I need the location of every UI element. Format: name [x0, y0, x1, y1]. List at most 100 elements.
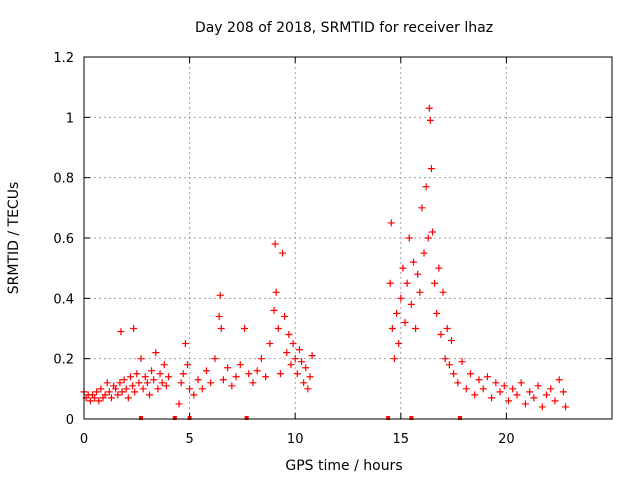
data-point: [425, 104, 433, 112]
data-point: [559, 388, 567, 396]
data-point: [401, 318, 409, 326]
x-tick-label: 15: [393, 432, 410, 447]
data-point: [291, 355, 299, 363]
data-point: [105, 388, 113, 396]
data-point: [431, 279, 439, 287]
data-point: [217, 325, 225, 332]
data-point: [162, 382, 170, 390]
data-point: [122, 385, 130, 393]
x-axis-label: GPS time / hours: [285, 458, 402, 474]
data-point: [543, 391, 551, 399]
data-point: [426, 116, 434, 124]
data-point: [97, 385, 105, 393]
data-point: [530, 394, 538, 402]
data-point: [422, 183, 430, 191]
data-point: [443, 325, 451, 332]
data-point: [266, 340, 274, 348]
data-point: [439, 288, 447, 296]
data-point: [186, 385, 194, 393]
data-point: [454, 379, 462, 387]
data-point: [555, 376, 563, 384]
data-point: [133, 370, 141, 378]
axis-ticks: 0 5 10 15 20 0 0.2 0.4 0.6 0.8 1 1.2: [53, 51, 612, 447]
data-point: [130, 325, 138, 332]
data-point: [145, 391, 153, 399]
data-point: [253, 367, 261, 375]
data-point: [160, 361, 168, 369]
x-tick-label: 10: [287, 432, 304, 447]
data-point: [179, 370, 187, 378]
data-point: [272, 288, 280, 296]
data-point: [202, 367, 210, 375]
data-point: [95, 397, 103, 405]
data-point: [386, 279, 394, 287]
data-point: [181, 340, 189, 348]
data-point: [418, 204, 426, 212]
data-point: [262, 373, 270, 381]
data-point: [409, 258, 417, 266]
data-point: [304, 385, 312, 393]
data-point: [445, 361, 453, 369]
data-point: [101, 391, 109, 399]
data-point: [399, 264, 407, 272]
data-point: [433, 309, 441, 317]
data-point: [207, 379, 215, 387]
data-point: [270, 306, 278, 314]
data-point: [390, 355, 398, 363]
data-point: [387, 219, 395, 227]
data-point: [298, 358, 306, 366]
data-point: [198, 385, 206, 393]
data-point: [112, 385, 120, 393]
x-tick-label: 20: [498, 432, 515, 447]
y-tick-label: 0.4: [53, 292, 74, 307]
data-point: [300, 379, 308, 387]
data-point: [517, 379, 525, 387]
data-point: [441, 355, 449, 363]
data-point: [93, 388, 101, 396]
x-tick-label: 0: [80, 432, 88, 447]
data-point: [534, 382, 542, 390]
data-points: [80, 104, 570, 420]
data-point: [403, 279, 411, 287]
data-point: [107, 394, 115, 402]
data-point: [483, 373, 491, 381]
data-point: [500, 382, 508, 390]
data-point: [103, 379, 111, 387]
data-point: [285, 331, 293, 339]
y-tick-label: 0.2: [53, 353, 74, 368]
data-point: [164, 373, 172, 381]
data-point: [496, 388, 504, 396]
data-point: [154, 385, 162, 393]
data-point: [427, 165, 435, 173]
data-point: [412, 325, 420, 332]
data-point: [232, 373, 240, 381]
data-point: [466, 370, 474, 378]
data-point: [139, 385, 147, 393]
data-point: [475, 376, 483, 384]
data-point: [283, 349, 291, 357]
data-point: [302, 364, 310, 372]
data-point: [435, 264, 443, 272]
data-point: [521, 400, 529, 408]
x-tick-label: 5: [185, 432, 193, 447]
zero-marker: [457, 416, 462, 420]
data-point: [135, 379, 143, 387]
data-point: [538, 403, 546, 411]
data-point: [143, 379, 151, 387]
data-point: [175, 400, 183, 408]
data-point: [271, 240, 279, 248]
data-point: [279, 249, 287, 257]
data-point: [257, 355, 265, 363]
data-point: [216, 291, 224, 299]
data-point: [194, 376, 202, 384]
data-point: [219, 376, 227, 384]
data-point: [129, 382, 137, 390]
data-point: [306, 373, 314, 381]
data-point: [509, 385, 517, 393]
data-point: [249, 379, 257, 387]
data-point: [281, 312, 289, 320]
data-point: [190, 391, 198, 399]
data-point: [289, 340, 297, 348]
data-point: [86, 397, 94, 405]
